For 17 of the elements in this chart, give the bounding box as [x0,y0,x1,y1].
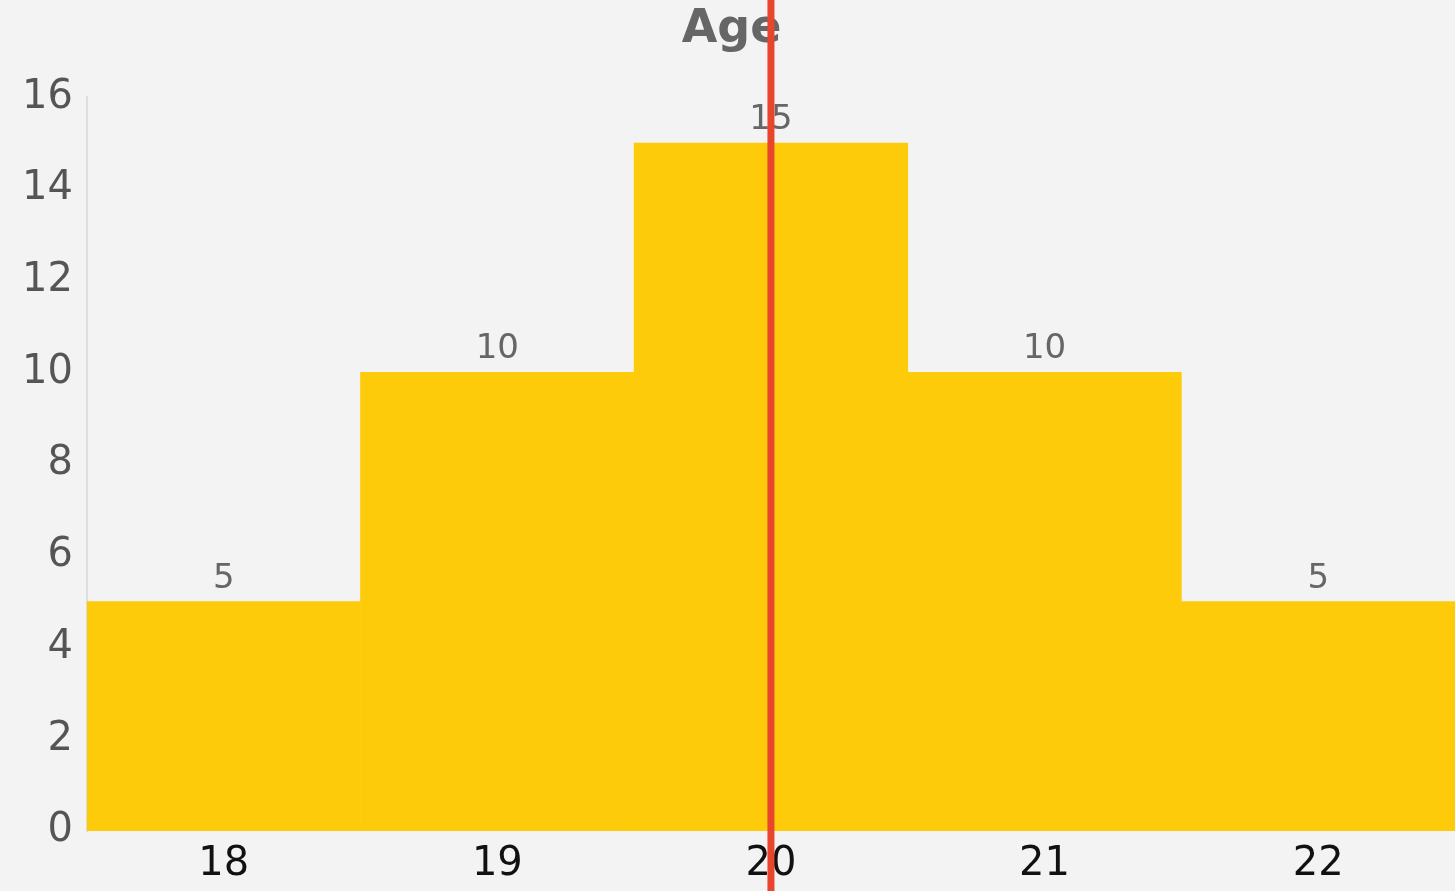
y-tick-label: 14 [21,162,73,209]
y-tick-label: 4 [47,620,73,667]
data-label: 10 [475,326,519,367]
data-label: 5 [1307,555,1330,596]
y-tick-label: 10 [21,345,73,392]
x-tick-label: 21 [1019,838,1071,885]
data-label: 10 [1022,326,1067,367]
y-tick-label: 8 [47,437,73,484]
y-tick-label: 6 [47,529,73,576]
y-tick-label: 0 [47,804,73,851]
x-tick-label: 18 [198,838,250,885]
data-label: 5 [212,555,235,596]
x-tick-label: 19 [471,838,523,885]
y-tick-label: 2 [47,712,73,759]
y-tick-label: 16 [21,70,73,117]
x-tick-label: 22 [1292,838,1344,885]
y-tick-label: 12 [21,254,73,301]
